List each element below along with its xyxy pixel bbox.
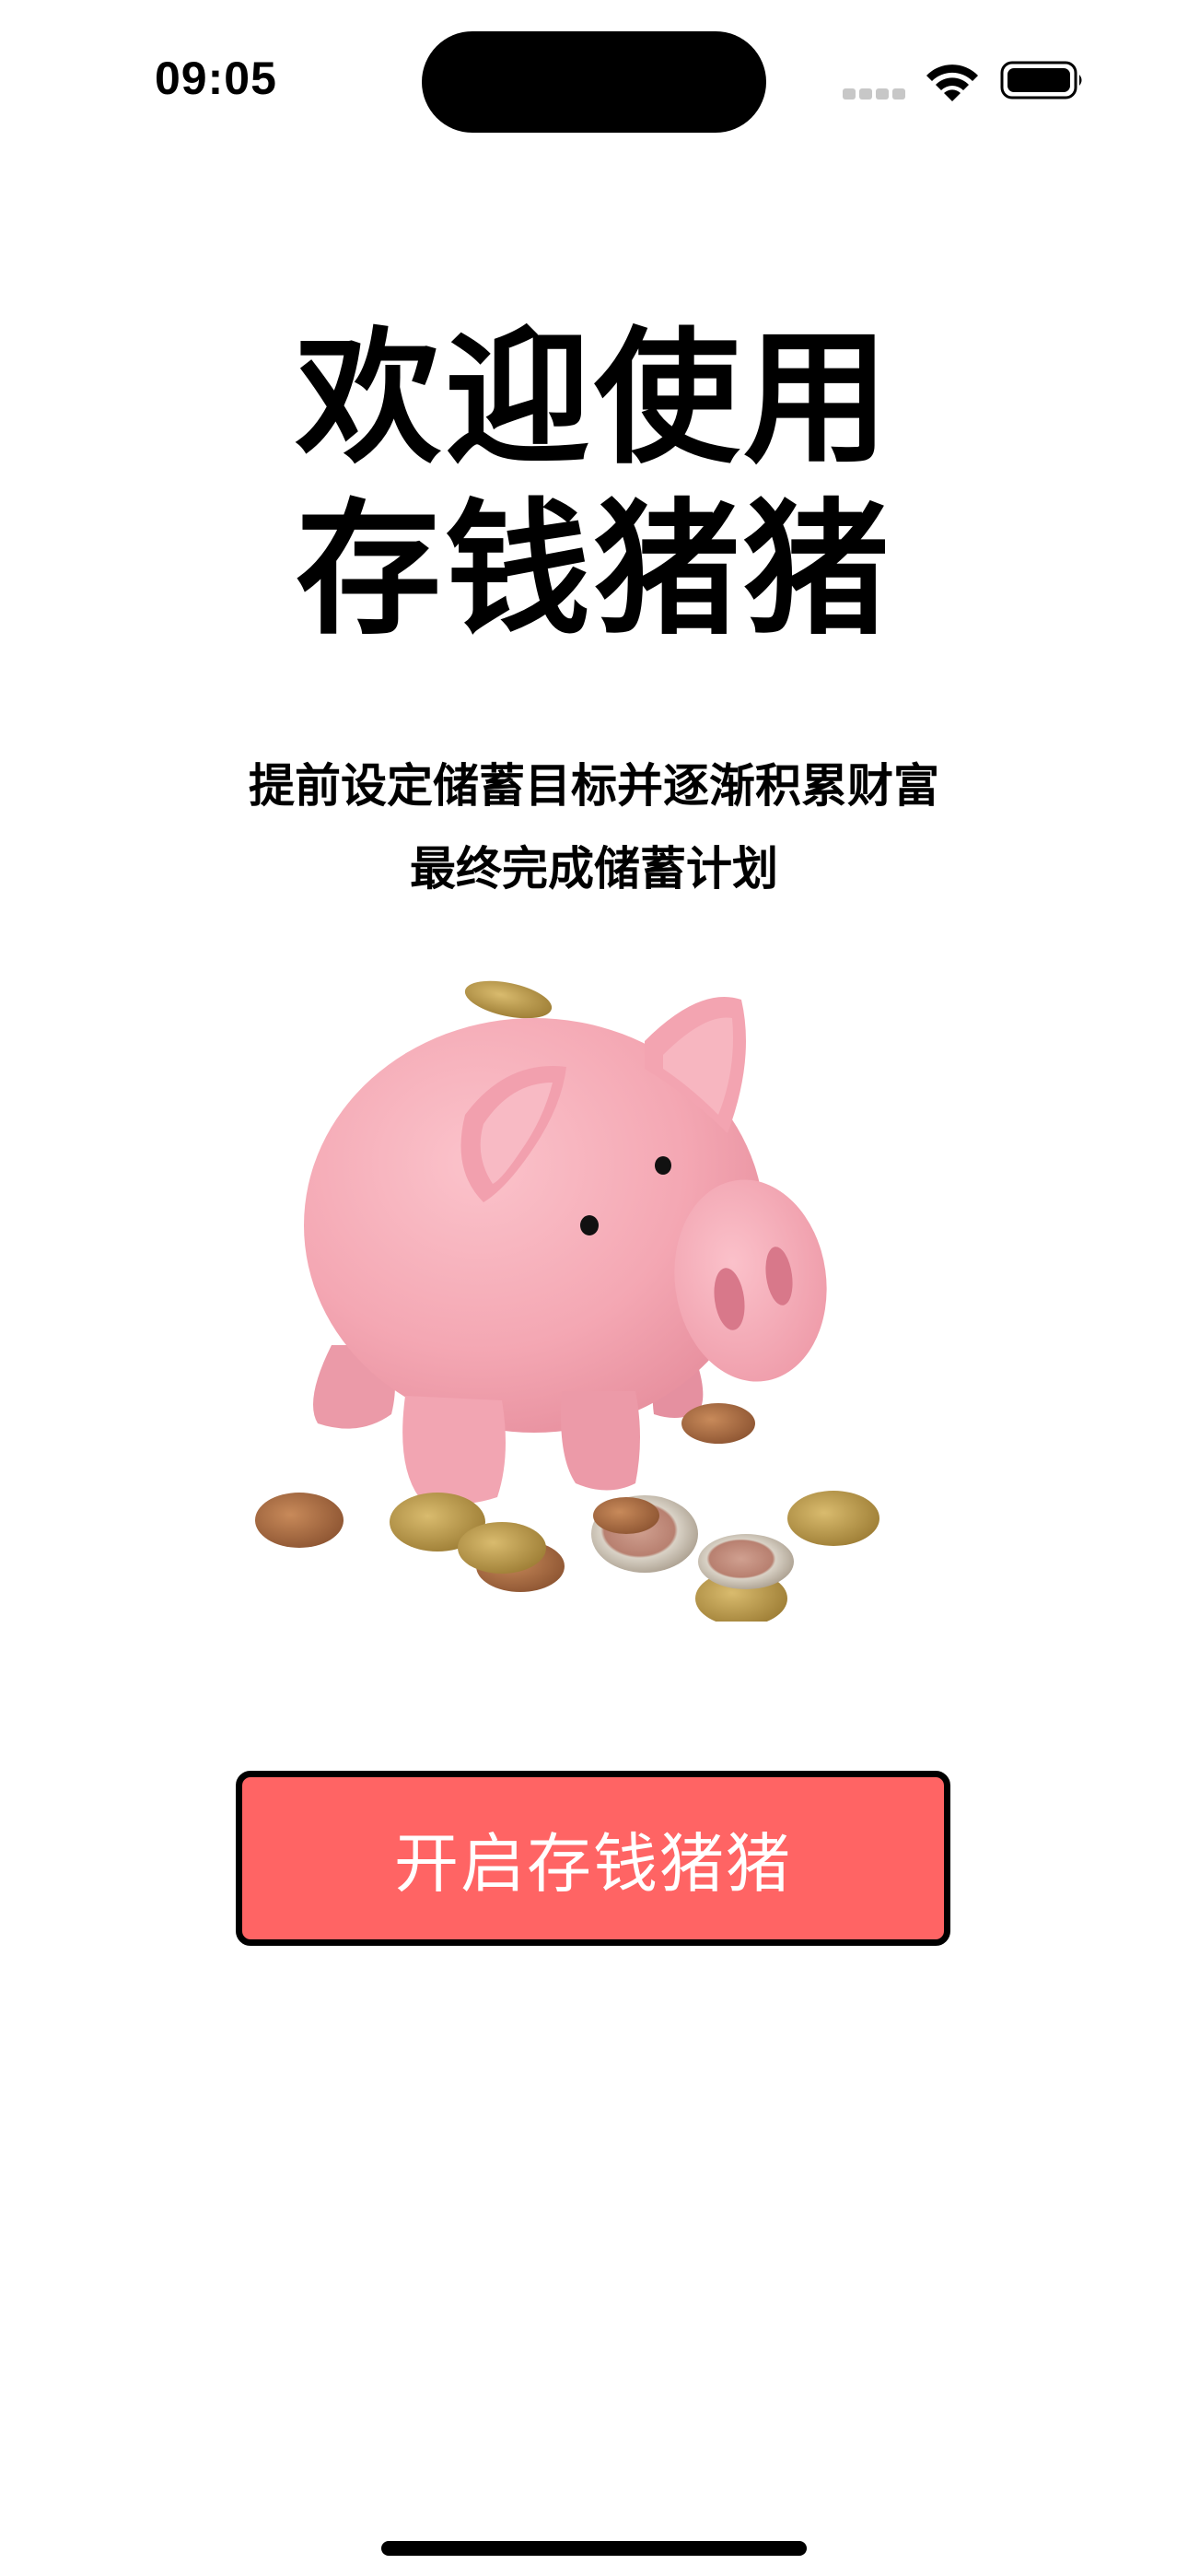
title-line-2: 存钱猪猪 xyxy=(296,486,892,655)
wifi-icon xyxy=(926,64,978,101)
piggy-bank-with-coins-illustration xyxy=(255,980,879,1622)
subtitle-line-2: 最终完成储蓄计划 xyxy=(410,842,778,896)
battery-icon xyxy=(1000,61,1082,100)
status-time: 09:05 xyxy=(155,53,277,104)
subtitle-line-1: 提前设定储蓄目标并逐渐积累财富 xyxy=(249,759,939,813)
dynamic-island xyxy=(422,31,766,133)
page-title: 欢迎使用 存钱猪猪 xyxy=(0,313,1188,656)
start-saving-button[interactable]: 开启存钱猪猪 xyxy=(236,1771,950,1946)
start-saving-button-label: 开启存钱猪猪 xyxy=(394,1825,792,1902)
page-subtitle: 提前设定储蓄目标并逐渐积累财富 最终完成储蓄计划 xyxy=(0,744,1188,910)
title-line-1: 欢迎使用 xyxy=(296,314,892,484)
cellular-signal-icon xyxy=(843,87,907,100)
status-bar: 09:05 xyxy=(0,0,1188,157)
home-indicator[interactable] xyxy=(381,2541,807,2556)
